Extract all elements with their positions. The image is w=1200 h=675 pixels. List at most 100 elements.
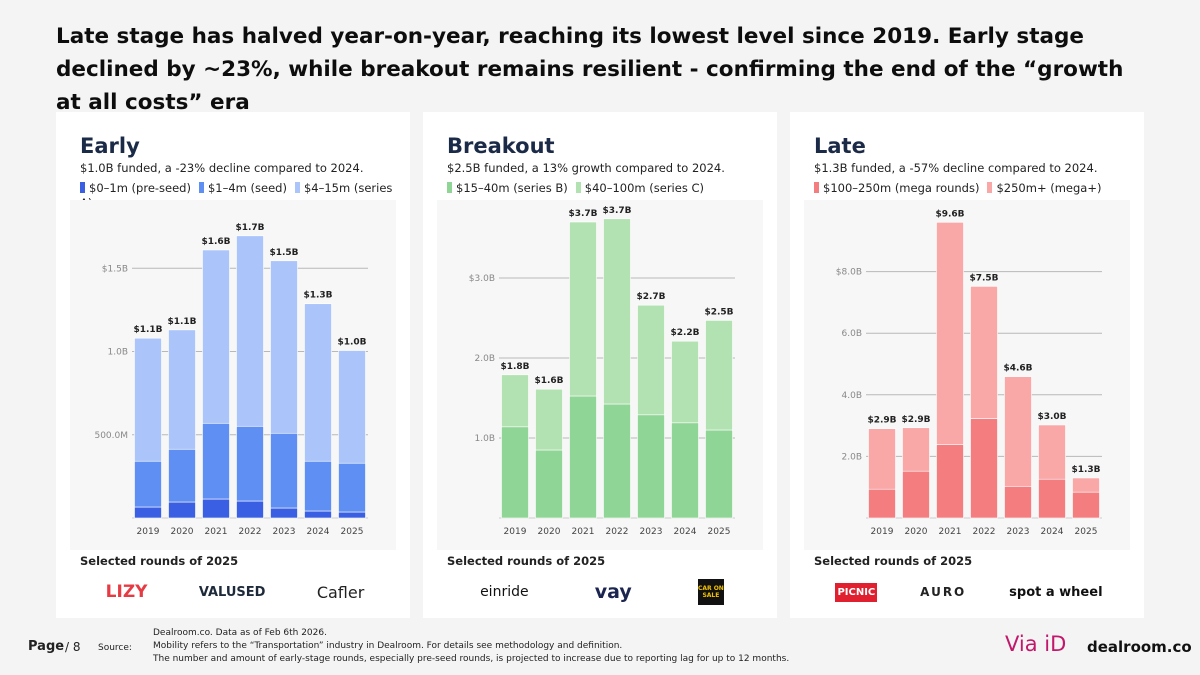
plot: 1.0B 2.0B $3.0B $1.8B 2019 $1.6B 2020 $3.7B 2021… xyxy=(437,200,763,550)
source-line: The number and amount of early-stage rou… xyxy=(153,654,790,664)
legend: $15–40m (series B) $40–100m (series C) xyxy=(447,181,762,196)
bar-segment xyxy=(603,403,631,519)
x-tick-label: 2021 xyxy=(939,527,962,537)
headline: Late stage has halved year-on-year, reac… xyxy=(56,24,1124,115)
chart-subtitle: $1.3B funded, a -57% decline compared to… xyxy=(814,161,1098,175)
bar-segment xyxy=(134,337,162,462)
bar-segment xyxy=(1072,477,1100,493)
bar-segment xyxy=(569,395,597,519)
chart-subtitle: $2.5B funded, a 13% growth compared to 2… xyxy=(447,161,725,175)
x-tick-label: 2024 xyxy=(307,527,330,537)
total-label: $2.2B xyxy=(670,328,699,338)
y-tick-label: 1.0B xyxy=(475,434,496,444)
total-label: $1.1B xyxy=(133,325,162,335)
x-tick-label: 2022 xyxy=(239,527,262,537)
x-tick-label: 2022 xyxy=(606,527,629,537)
legend-label: $0–1m (pre-seed) xyxy=(89,181,191,195)
total-label: $3.7B xyxy=(602,206,631,216)
total-label: $1.7B xyxy=(235,223,264,233)
source-line: Dealroom.co. Data as of Feb 6th 2026. xyxy=(153,628,327,638)
total-label: $9.6B xyxy=(935,209,964,219)
total-label: $1.6B xyxy=(534,376,563,386)
legend-swatch xyxy=(294,182,300,193)
legend-item: $100–250m (mega rounds) xyxy=(814,181,979,195)
y-tick-label: 6.0B xyxy=(842,329,863,339)
legend-swatch xyxy=(80,182,85,193)
x-tick-label: 2022 xyxy=(973,527,996,537)
legend-label: $15–40m (series B) xyxy=(456,181,568,195)
bar-segment xyxy=(671,340,699,424)
bar-segment xyxy=(1004,376,1032,487)
company-logo: CAR ON SALE xyxy=(697,579,724,605)
y-tick-label: $1.5B xyxy=(102,264,128,274)
bar-segment xyxy=(236,425,264,502)
total-label: $1.1B xyxy=(167,317,196,327)
total-label: $2.9B xyxy=(867,416,896,426)
legend-item: $0–1m (pre-seed) xyxy=(80,181,191,195)
total-label: $1.8B xyxy=(500,362,529,372)
bar-segment xyxy=(936,222,964,445)
legend-label: $1–4m (seed) xyxy=(207,181,287,195)
bar-segment xyxy=(970,418,998,519)
logos: LIZY VALUSED Cafler xyxy=(80,578,390,606)
page-label: Page xyxy=(28,639,65,654)
bar-segment xyxy=(202,498,230,519)
chart-title: Breakout xyxy=(447,134,555,158)
bar-segment xyxy=(501,426,529,519)
legend-swatch xyxy=(447,182,452,193)
bar-segment xyxy=(1004,485,1032,519)
total-label: $3.0B xyxy=(1037,412,1066,422)
bar-segment xyxy=(705,320,733,431)
via-id-logo: Via iD xyxy=(1005,632,1067,656)
company-logo: LIZY xyxy=(105,582,148,602)
x-tick-label: 2019 xyxy=(871,527,894,537)
chart-panel: Breakout $2.5B funded, a 13% growth compa… xyxy=(423,112,777,618)
x-tick-label: 2024 xyxy=(674,527,697,537)
bar-segment xyxy=(936,444,964,519)
legend-swatch xyxy=(987,182,993,193)
bar-segment xyxy=(535,449,563,519)
bar-segment xyxy=(569,221,597,397)
total-label: $7.5B xyxy=(969,273,998,283)
dealroom-logo: dealroom.co xyxy=(1087,638,1192,656)
legend: $100–250m (mega rounds) $250m+ (mega+) xyxy=(814,181,1129,196)
legend-label: $40–100m (series C) xyxy=(584,181,704,195)
bar-segment xyxy=(338,462,366,513)
plot: 2.0B 4.0B 6.0B $8.0B $2.9B 2019 $2.9B 2020 $9.6B… xyxy=(804,200,1130,550)
bar-segment xyxy=(202,422,230,500)
legend-item: $15–40m (series B) xyxy=(447,181,568,195)
x-tick-label: 2023 xyxy=(640,527,663,537)
legend-label: $250m+ (mega+) xyxy=(996,181,1102,195)
total-label: $1.5B xyxy=(269,248,298,258)
bar-segment xyxy=(236,500,264,519)
bar-segment xyxy=(705,429,733,519)
x-tick-label: 2021 xyxy=(572,527,595,537)
bar-segment xyxy=(270,260,298,434)
bar-segment xyxy=(168,501,196,519)
bar-segment xyxy=(1038,478,1066,519)
bar-segment xyxy=(338,511,366,519)
company-logo: vay xyxy=(594,581,632,603)
chart-panel: Early $1.0B funded, a -23% decline compar… xyxy=(56,112,410,618)
x-tick-label: 2025 xyxy=(1075,527,1098,537)
bar-segment xyxy=(501,374,529,428)
x-tick-label: 2024 xyxy=(1041,527,1064,537)
bar-segment xyxy=(535,388,563,451)
total-label: $1.0B xyxy=(337,338,366,348)
total-label: $1.3B xyxy=(303,291,332,301)
total-label: $3.7B xyxy=(568,209,597,219)
x-tick-label: 2020 xyxy=(171,527,194,537)
y-tick-label: 4.0B xyxy=(842,391,863,401)
bar-segment xyxy=(304,460,332,512)
y-tick-label: $3.0B xyxy=(469,274,495,284)
y-tick-label: 2.0B xyxy=(842,452,863,462)
y-tick-label: 500.0M xyxy=(94,431,128,441)
bar-segment xyxy=(134,460,162,508)
bar-segment xyxy=(134,506,162,519)
company-logo: spot a wheel xyxy=(1009,584,1103,600)
source-label: Source: xyxy=(98,643,132,653)
legend-swatch xyxy=(814,182,819,193)
selected-rounds-label: Selected rounds of 2025 xyxy=(447,554,606,568)
bar-segment xyxy=(1038,424,1066,480)
legend-item: $250m+ (mega+) xyxy=(987,181,1101,195)
